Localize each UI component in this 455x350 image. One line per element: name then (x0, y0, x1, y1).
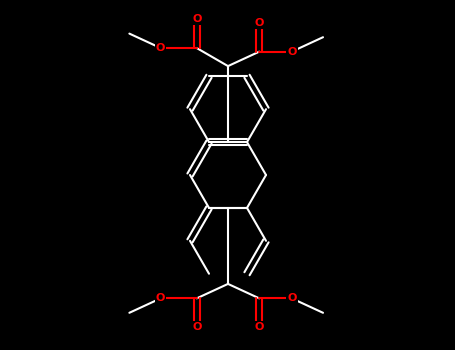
Text: O: O (156, 43, 165, 53)
Text: O: O (192, 322, 202, 332)
Text: O: O (192, 14, 202, 24)
Text: O: O (156, 293, 165, 303)
Text: O: O (255, 18, 264, 28)
Text: O: O (287, 47, 297, 57)
Text: O: O (287, 293, 297, 303)
Text: O: O (255, 322, 264, 332)
